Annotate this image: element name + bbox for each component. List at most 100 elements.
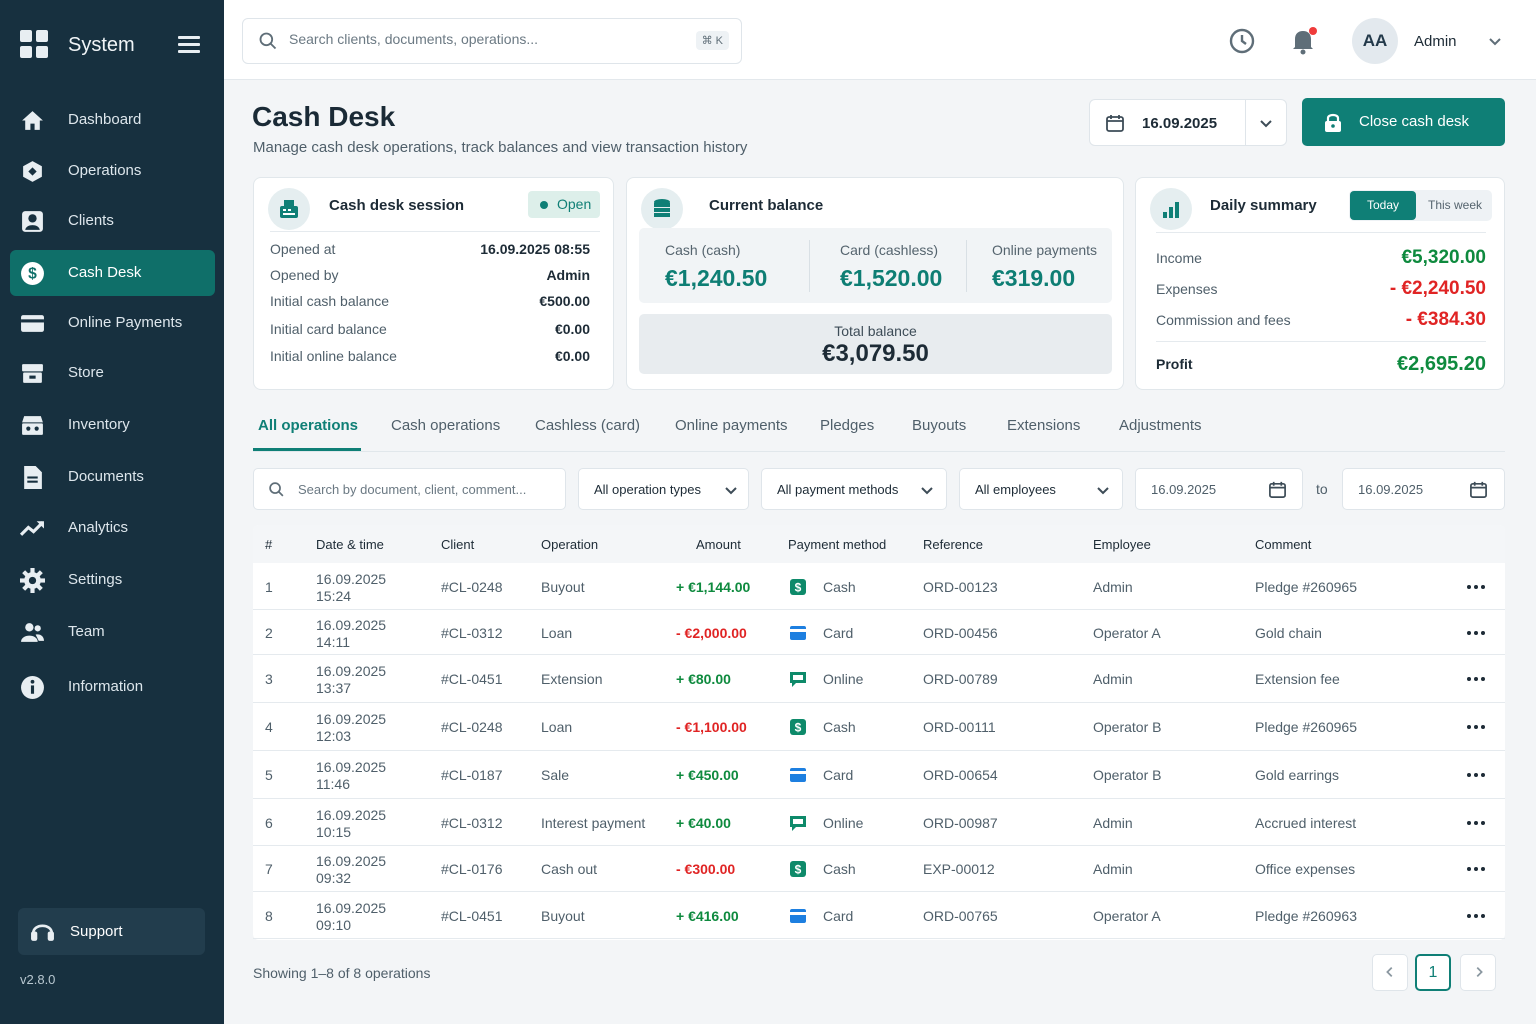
active-tab-indicator (253, 448, 361, 451)
date-picker[interactable]: 16.09.2025 (1089, 99, 1287, 146)
more-actions-icon[interactable] (1467, 585, 1485, 591)
date-to-input[interactable]: 16.09.2025 (1342, 468, 1505, 510)
lock-icon (1325, 113, 1341, 132)
global-search[interactable]: ⌘ K (242, 18, 742, 64)
tab-cashless[interactable]: Cashless (card) (535, 417, 641, 434)
table-row[interactable]: 7 16.09.2025 09:32 #CL-0176 Cash out - €300.0… (253, 846, 1505, 892)
trend-icon (20, 521, 45, 536)
sidebar-item-label: Clients (68, 212, 114, 229)
more-actions-icon[interactable] (1467, 914, 1485, 920)
tab-online-payments[interactable]: Online payments (675, 417, 788, 434)
sidebar-item-inventory[interactable]: Inventory (10, 402, 215, 448)
more-actions-icon[interactable] (1467, 867, 1485, 873)
fees-value: - €384.30 (1405, 309, 1486, 330)
row-comment: Pledge #260965 (1255, 719, 1357, 735)
bell-icon[interactable] (1289, 27, 1317, 55)
row-date: 16.09.2025 (316, 807, 387, 823)
table-row[interactable]: 1 16.09.2025 15:24 #CL-0248 Buyout + €1,144.0… (253, 563, 1505, 610)
chat-icon (790, 672, 806, 687)
table-row[interactable]: 5 16.09.2025 11:46 #CL-0187 Sale + €450.00 Car… (253, 751, 1505, 799)
sidebar-item-dashboard[interactable]: Dashboard (10, 97, 215, 143)
date-range-to-label: to (1316, 481, 1328, 497)
more-actions-icon[interactable] (1467, 631, 1485, 637)
more-actions-icon[interactable] (1467, 821, 1485, 827)
card-balance: Card (cashless) €1,520.00 (840, 242, 942, 292)
sidebar-item-label: Cash Desk (68, 264, 142, 281)
more-actions-icon[interactable] (1467, 677, 1485, 683)
support-button[interactable]: Support (18, 908, 205, 955)
sidebar-item-online-payments[interactable]: Online Payments (10, 300, 215, 346)
row-client: #CL-0451 (441, 671, 503, 687)
row-client: #CL-0451 (441, 908, 503, 924)
page-button-current[interactable]: 1 (1415, 954, 1451, 991)
date-from-input[interactable]: 16.09.2025 (1135, 468, 1303, 510)
page-subtitle: Manage cash desk operations, track balan… (253, 139, 748, 156)
info-icon (21, 676, 44, 699)
more-actions-icon[interactable] (1467, 725, 1485, 731)
user-name[interactable]: Admin (1414, 33, 1457, 50)
tab-adjustments[interactable]: Adjustments (1119, 417, 1202, 434)
sidebar-item-settings[interactable]: Settings (10, 557, 215, 603)
tab-cash-operations[interactable]: Cash operations (391, 417, 501, 434)
tab-all-operations[interactable]: All operations (258, 417, 359, 434)
next-page-button[interactable] (1460, 954, 1496, 991)
sidebar-item-store[interactable]: Store (10, 350, 215, 396)
table-row[interactable]: 3 16.09.2025 13:37 #CL-0451 Extension + €80.0… (253, 655, 1505, 703)
row-date: 16.09.2025 (316, 663, 387, 679)
sidebar-item-operations[interactable]: Operations (10, 148, 215, 194)
column-header: Comment (1255, 537, 1312, 552)
sidebar-item-clients[interactable]: Clients (10, 198, 215, 244)
table-row[interactable]: 4 16.09.2025 12:03 #CL-0248 Loan - €1,100.00 $… (253, 703, 1505, 751)
row-date: 16.09.2025 (316, 571, 387, 587)
chevron-right-icon (1476, 967, 1483, 977)
row-amount: - €300.00 (676, 861, 736, 877)
fees-row: Commission and fees - €384.30 (1156, 309, 1486, 333)
row-employee: Operator B (1093, 719, 1162, 735)
row-reference: ORD-00111 (923, 719, 996, 735)
register-icon (268, 188, 310, 230)
credit-card-icon (21, 315, 44, 332)
avatar[interactable]: AA (1352, 18, 1398, 64)
table-search[interactable]: Search by document, client, comment... (253, 468, 566, 510)
more-actions-icon[interactable] (1467, 773, 1485, 779)
global-search-input[interactable] (289, 31, 669, 47)
sidebar-item-documents[interactable]: Documents (10, 454, 215, 500)
prev-page-button[interactable] (1372, 954, 1408, 991)
cash-balance: Cash (cash) €1,240.50 (665, 242, 767, 292)
table-row[interactable]: 2 16.09.2025 14:11 #CL-0312 Loan - €2,000.00 C… (253, 611, 1505, 655)
row-label: Initial cash balance (270, 293, 390, 309)
table-row[interactable]: 8 16.09.2025 09:10 #CL-0451 Buyout + €416.00 C… (253, 892, 1505, 939)
period-today[interactable]: Today (1350, 191, 1416, 220)
row-client: #CL-0187 (441, 767, 503, 783)
period-toggle: Today This week (1349, 190, 1492, 221)
chevron-down-icon[interactable] (1487, 33, 1503, 49)
operation-type-select[interactable]: All operation types (578, 468, 749, 510)
column-header: Payment method (788, 537, 887, 552)
row-label: Opened by (270, 267, 339, 283)
menu-toggle-icon[interactable] (178, 36, 200, 54)
session-row: Initial cash balance €500.00 (270, 293, 590, 313)
grid-logo-icon (20, 30, 49, 59)
headset-icon (31, 924, 54, 941)
history-clock-icon[interactable] (1228, 27, 1256, 55)
row-time: 11:46 (316, 776, 350, 792)
employee-select[interactable]: All employees (959, 468, 1123, 510)
calendar-icon (1269, 481, 1286, 498)
payment-method-select[interactable]: All payment methods (761, 468, 947, 510)
sidebar-item-team[interactable]: Team (10, 609, 215, 655)
chevron-down-icon[interactable] (1258, 115, 1274, 131)
table-row[interactable]: 6 16.09.2025 10:15 #CL-0312 Interest payment… (253, 799, 1505, 846)
row-payment-method: Card (823, 908, 854, 924)
sidebar-item-information[interactable]: Information (10, 664, 215, 710)
notification-dot (1309, 27, 1317, 35)
tab-extensions[interactable]: Extensions (1007, 417, 1081, 434)
sidebar-item-analytics[interactable]: Analytics (10, 505, 215, 551)
summary-card: Daily summary Today This week Income €5,3… (1135, 177, 1505, 390)
column-header: Operation (541, 537, 599, 552)
period-week[interactable]: This week (1427, 198, 1483, 212)
tab-pledges[interactable]: Pledges (820, 417, 875, 434)
online-balance-value: €319.00 (992, 265, 1076, 291)
tab-buyouts[interactable]: Buyouts (912, 417, 967, 434)
close-cash-desk-button[interactable]: Close cash desk (1302, 98, 1505, 146)
sidebar-item-cash-desk[interactable]: $ Cash Desk (10, 250, 215, 296)
